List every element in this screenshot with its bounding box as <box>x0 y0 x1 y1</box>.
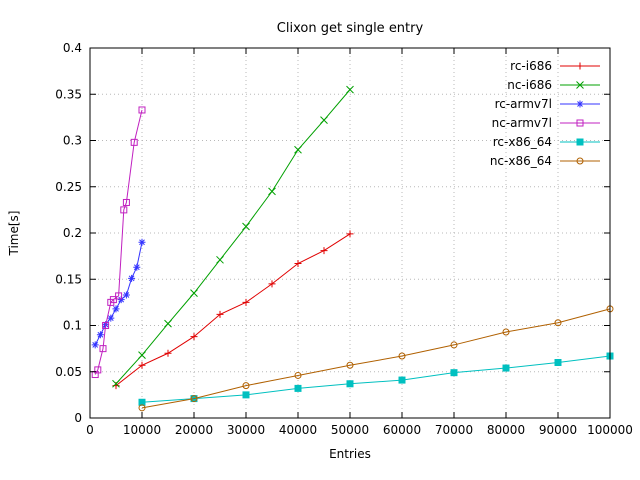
series-marker-nc-x86_64 <box>502 328 510 336</box>
y-tick-label: 0.35 <box>55 87 82 101</box>
series-line-rc-x86_64 <box>141 355 611 403</box>
series-marker-rc-x86_64 <box>242 391 250 399</box>
series-line-rc-i686 <box>115 233 351 387</box>
y-tick-label: 0.4 <box>63 41 82 55</box>
legend-label-nc-i686: nc-i686 <box>507 78 552 92</box>
series-marker-nc-i686 <box>346 85 354 94</box>
series-marker-nc-i686 <box>138 351 146 359</box>
y-tick-label: 0.3 <box>63 134 82 148</box>
series-marker-nc-i686 <box>294 145 302 154</box>
y-tick-label: 0.05 <box>55 365 82 379</box>
series-marker-rc-armv7l <box>138 238 146 246</box>
series-marker-nc-x86_64 <box>242 382 250 390</box>
legend-label-rc-armv7l: rc-armv7l <box>495 97 552 111</box>
series-marker-nc-x86_64 <box>450 341 458 349</box>
x-tick-label: 80000 <box>487 423 525 437</box>
series-marker-rc-x86_64 <box>398 376 406 384</box>
chart-title: Clixon get single entry <box>276 21 424 36</box>
x-tick-label: 0 <box>86 423 94 437</box>
series-marker-nc-x86_64 <box>190 395 198 403</box>
legend-label-nc-armv7l: nc-armv7l <box>492 116 552 130</box>
series-marker-rc-x86_64 <box>294 384 302 392</box>
series-marker-rc-armv7l <box>128 274 136 282</box>
series-marker-rc-i686 <box>268 280 276 288</box>
x-tick-label: 90000 <box>539 423 577 437</box>
series-marker-rc-armv7l <box>96 331 104 339</box>
y-tick-label: 0.2 <box>63 226 82 240</box>
series-marker-rc-i686 <box>164 349 172 357</box>
series-marker-rc-armv7l <box>112 305 120 313</box>
series-marker-rc-x86_64 <box>502 364 510 372</box>
series-marker-rc-armv7l <box>133 263 141 271</box>
series-marker-nc-i686 <box>112 379 120 388</box>
y-tick-label: 0.25 <box>55 180 82 194</box>
x-tick-label: 70000 <box>435 423 473 437</box>
x-tick-label: 60000 <box>383 423 421 437</box>
series-marker-nc-i686 <box>164 319 172 328</box>
x-axis-label: Entries <box>329 447 371 461</box>
series-line-nc-x86_64 <box>141 308 611 409</box>
series-marker-nc-armv7l <box>115 292 123 300</box>
y-tick-label: 0.1 <box>63 319 82 333</box>
legend-sample-marker-nc-armv7l <box>576 119 584 127</box>
legend-sample-marker-rc-armv7l <box>576 100 584 108</box>
series-marker-rc-armv7l <box>122 291 130 299</box>
series-line-rc-armv7l <box>94 242 143 346</box>
series-marker-nc-armv7l <box>102 322 110 329</box>
series-marker-nc-x86_64 <box>398 352 406 360</box>
series-marker-rc-i686 <box>346 230 354 238</box>
y-axis-label: Time[s] <box>7 210 21 256</box>
series-marker-rc-armv7l <box>117 296 125 304</box>
series-marker-rc-i686 <box>216 310 224 318</box>
x-tick-label: 20000 <box>175 423 213 437</box>
legend-sample-marker-nc-i686 <box>576 81 584 89</box>
series-marker-rc-x86_64 <box>554 359 562 366</box>
series-marker-nc-armv7l <box>120 206 128 214</box>
series-line-nc-i686 <box>115 89 351 385</box>
x-tick-label: 100000 <box>587 423 633 437</box>
series-marker-rc-armv7l <box>91 341 99 349</box>
series-marker-nc-armv7l <box>99 345 107 353</box>
y-tick-label: 0 <box>74 411 82 425</box>
series-marker-nc-i686 <box>268 187 276 196</box>
series-marker-rc-i686 <box>138 361 146 369</box>
series-marker-nc-i686 <box>320 116 328 125</box>
series-marker-rc-i686 <box>190 333 198 341</box>
series-marker-nc-armv7l <box>138 106 146 114</box>
x-tick-label: 10000 <box>123 423 161 437</box>
y-tick-label: 0.15 <box>55 272 82 286</box>
series-marker-nc-armv7l <box>94 366 102 374</box>
legend-sample-marker-rc-i686 <box>576 62 584 70</box>
legend-label-nc-x86_64: nc-x86_64 <box>490 154 552 168</box>
series-marker-rc-x86_64 <box>346 380 354 388</box>
series-marker-nc-armv7l <box>122 198 130 206</box>
series-marker-nc-x86_64 <box>294 371 302 379</box>
legend-label-rc-i686: rc-i686 <box>510 59 552 73</box>
series-marker-rc-x86_64 <box>450 369 458 377</box>
series-marker-nc-x86_64 <box>346 361 354 369</box>
series-marker-nc-i686 <box>242 222 250 231</box>
series-marker-nc-i686 <box>190 289 198 297</box>
legend-sample-marker-nc-x86_64 <box>576 157 584 165</box>
x-tick-label: 30000 <box>227 423 265 437</box>
x-tick-label: 40000 <box>279 423 317 437</box>
series-marker-nc-i686 <box>216 255 224 264</box>
series-marker-nc-armv7l <box>130 138 138 146</box>
series-marker-nc-x86_64 <box>554 319 562 327</box>
legend-label-rc-x86_64: rc-x86_64 <box>493 135 552 149</box>
series-marker-rc-i686 <box>320 247 328 255</box>
series-marker-rc-i686 <box>294 260 302 268</box>
series-marker-nc-x86_64 <box>138 404 146 412</box>
series-marker-nc-armv7l <box>109 296 117 304</box>
series-marker-rc-i686 <box>242 298 250 306</box>
series-marker-rc-armv7l <box>107 314 115 322</box>
legend-sample-marker-rc-x86_64 <box>576 138 584 146</box>
x-tick-label: 50000 <box>331 423 369 437</box>
